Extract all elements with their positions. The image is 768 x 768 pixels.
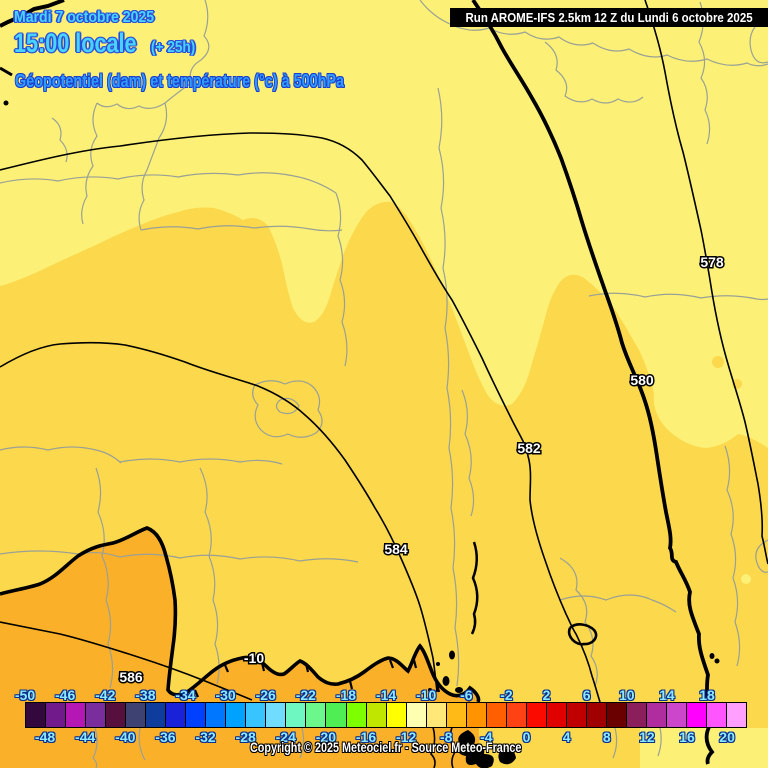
scale-cell bbox=[626, 703, 647, 727]
scale-cell bbox=[46, 703, 67, 727]
contour-584-line bbox=[0, 341, 438, 693]
scale-cell bbox=[366, 703, 387, 727]
contour-578-line bbox=[644, 0, 768, 565]
map-title-block: Mardi 7 octobre 2025 15:00 locale (+ 25h… bbox=[14, 9, 344, 91]
scale-cell bbox=[566, 703, 587, 727]
scale-cell bbox=[106, 703, 127, 727]
scale-cell bbox=[546, 703, 567, 727]
contour-label-586: 586 bbox=[119, 669, 143, 685]
scale-cell bbox=[506, 703, 527, 727]
contour-closed-loop bbox=[567, 623, 598, 646]
scale-cell bbox=[166, 703, 187, 727]
scale-cell bbox=[486, 703, 507, 727]
scale-cell bbox=[266, 703, 287, 727]
model-run-text: Run AROME-IFS 2.5km 12 Z du Lundi 6 octo… bbox=[465, 10, 753, 25]
date-title: Mardi 7 octobre 2025 bbox=[14, 9, 155, 26]
scale-cell bbox=[226, 703, 247, 727]
local-time-title: 15:00 locale bbox=[14, 28, 137, 58]
isotherm-label-minus10: -10 bbox=[244, 650, 264, 666]
contour-label-584: 584 bbox=[384, 541, 408, 557]
contour-label-582: 582 bbox=[517, 440, 541, 456]
map-region-pale-yellow bbox=[0, 0, 768, 448]
scale-cell bbox=[446, 703, 467, 727]
contour-580-line bbox=[471, 0, 710, 701]
contour-stub bbox=[449, 726, 456, 768]
coast-blobs bbox=[3, 100, 720, 768]
temperature-color-scale bbox=[25, 702, 747, 728]
contour-label-580: 580 bbox=[630, 372, 654, 388]
copyright-text: Copyright © 2025 Meteociel.fr - Source M… bbox=[250, 740, 522, 755]
parameter-title: Géopotentiel (dam) et température (°c) à… bbox=[15, 71, 345, 91]
scale-cell bbox=[206, 703, 227, 727]
scale-cell bbox=[727, 703, 747, 727]
contour-corner-line bbox=[0, 0, 65, 28]
pale-strip-bottom-right bbox=[640, 728, 768, 768]
scale-cell bbox=[646, 703, 667, 727]
scale-cell bbox=[707, 703, 728, 727]
scale-cell bbox=[186, 703, 207, 727]
scale-cell bbox=[326, 703, 347, 727]
scale-cell bbox=[66, 703, 87, 727]
scale-cell bbox=[126, 703, 147, 727]
isotherm-pips bbox=[193, 659, 441, 698]
contour-fragment bbox=[470, 541, 479, 635]
contour-580-line-stub bbox=[704, 726, 715, 765]
contour-label-578: 578 bbox=[700, 254, 724, 270]
scale-cell bbox=[606, 703, 627, 727]
scale-cell bbox=[526, 703, 547, 727]
contour-fragment bbox=[0, 66, 13, 77]
gold-pocket bbox=[712, 356, 724, 368]
scale-cell bbox=[667, 703, 688, 727]
scale-cell bbox=[426, 703, 447, 727]
contour-586-line bbox=[0, 621, 253, 701]
contour-582-line bbox=[0, 132, 601, 703]
scale-cell bbox=[246, 703, 267, 727]
scale-cell bbox=[26, 703, 47, 727]
pale-pocket bbox=[741, 574, 751, 584]
contour-stub bbox=[430, 726, 436, 768]
forecast-offset-label: (+ 25h) bbox=[151, 39, 196, 56]
scale-cell bbox=[86, 703, 107, 727]
scale-cell bbox=[146, 703, 167, 727]
scale-cell bbox=[386, 703, 407, 727]
scale-cell bbox=[586, 703, 607, 727]
scale-cell bbox=[466, 703, 487, 727]
scale-cell bbox=[346, 703, 367, 727]
scale-cell bbox=[687, 703, 708, 727]
scale-cell bbox=[406, 703, 427, 727]
model-run-banner: Run AROME-IFS 2.5km 12 Z du Lundi 6 octo… bbox=[450, 8, 768, 27]
scale-cell bbox=[306, 703, 327, 727]
scale-cell bbox=[286, 703, 307, 727]
isotherm-minus10-line bbox=[0, 526, 481, 703]
